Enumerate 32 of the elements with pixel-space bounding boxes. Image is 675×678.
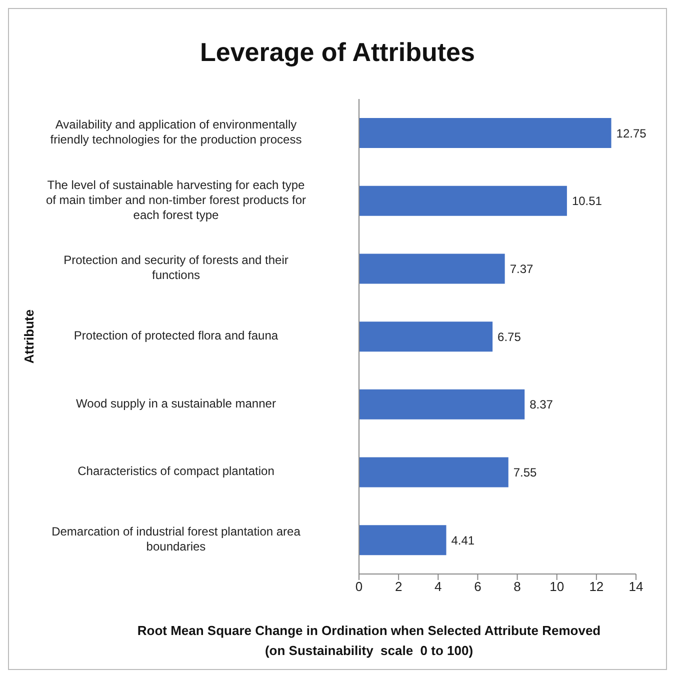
x-tick-label: 2	[394, 579, 402, 594]
x-tick-label: 10	[550, 579, 564, 594]
y-tick-label: Demarcation of industrial forest plantation area boundaries	[52, 524, 301, 554]
x-tick-label: 6	[474, 579, 482, 594]
data-label: 8.37	[530, 398, 554, 412]
y-tick-label: Wood supply in a sustainable manner	[76, 396, 276, 411]
data-label: 12.75	[616, 126, 647, 140]
x-tick-label: 12	[589, 579, 604, 594]
x-tick-label: 14	[628, 579, 644, 594]
y-tick-label: Availability and application of environmentally friendly technologies for the production process	[50, 118, 302, 147]
y-tick-label: Protection and security of forests and their functions	[64, 253, 288, 282]
data-label: 7.37	[510, 262, 534, 276]
bar	[359, 254, 505, 284]
bar	[359, 186, 567, 216]
y-tick-label: The level of sustainable harvesting for each type of main timber and non-timber forest products for each forest type	[46, 178, 306, 222]
bar	[359, 389, 525, 420]
data-label: 6.75	[498, 330, 522, 344]
y-tick-label: Characteristics of compact plantation	[78, 464, 274, 478]
bar	[359, 525, 446, 556]
bar	[359, 322, 493, 352]
x-axis-title: Root Mean Square Change in Ordination when Selected Attribute Removed (on Sustainability scale 0 to 100)	[136, 622, 602, 660]
x-tick-label: 8	[514, 579, 521, 594]
y-tick-label: Protection of protected flora and fauna	[74, 328, 278, 343]
data-label: 4.41	[451, 533, 475, 548]
chart-title: Leverage of Attributes	[199, 37, 476, 68]
bar	[359, 118, 612, 148]
y-axis-title: Attribute	[22, 309, 37, 364]
data-label: 10.51	[572, 194, 602, 208]
data-label: 7.55	[513, 466, 538, 480]
bar	[359, 457, 508, 488]
x-tick-label: 0	[355, 579, 363, 594]
x-tick-label: 4	[434, 579, 442, 594]
